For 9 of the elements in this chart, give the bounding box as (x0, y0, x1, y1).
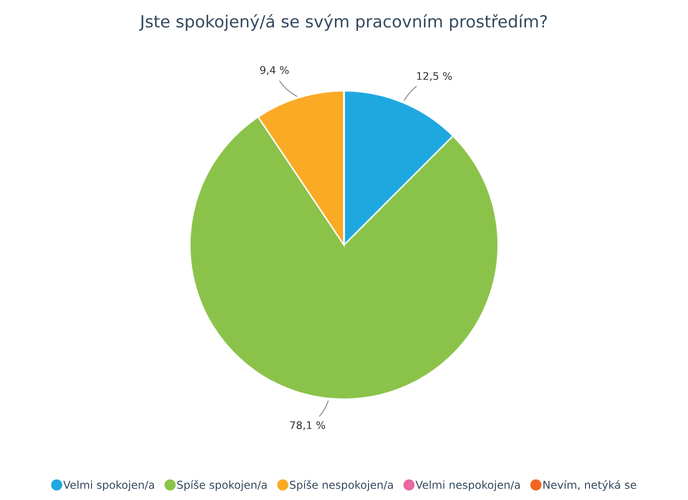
legend-label: Nevím, netýká se (543, 480, 636, 491)
legend-label: Velmi spokojen/a (63, 480, 154, 491)
legend-label: Spíše nespokojen/a (290, 480, 393, 491)
data-label: 12,5 % (417, 72, 452, 82)
legend-label: Velmi nespokojen/a (416, 480, 520, 491)
legend-label: Spíše spokojen/a (177, 480, 267, 491)
data-label: 78,1 % (290, 421, 326, 430)
chart-title: Jste spokojený/á se svým pracovním prostředím? (139, 14, 547, 31)
data-label: 9,4 % (260, 66, 289, 76)
